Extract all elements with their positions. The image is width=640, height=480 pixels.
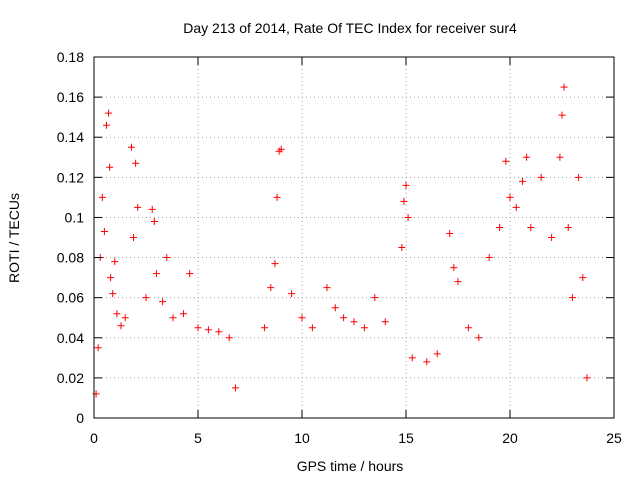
data-point: [485, 254, 493, 262]
x-tick-label: 0: [90, 430, 98, 446]
data-points: [92, 83, 591, 398]
data-point: [583, 374, 591, 382]
data-point: [454, 278, 462, 286]
data-point: [464, 324, 472, 332]
data-point: [398, 244, 406, 252]
y-tick-label: 0.16: [57, 89, 84, 105]
data-point: [102, 121, 110, 129]
data-point: [142, 294, 150, 302]
data-point: [215, 328, 223, 336]
data-point: [331, 304, 339, 312]
data-point: [132, 159, 140, 167]
data-point: [475, 334, 483, 342]
data-point: [179, 310, 187, 318]
data-point: [231, 384, 239, 392]
data-point: [298, 314, 306, 322]
data-point: [152, 270, 160, 278]
data-point: [527, 223, 535, 231]
y-tick-label: 0.1: [65, 209, 85, 225]
data-point: [506, 193, 514, 201]
data-point: [105, 109, 113, 117]
data-point: [558, 111, 566, 119]
data-point: [130, 234, 138, 241]
data-point: [400, 197, 408, 205]
data-point: [121, 314, 129, 322]
data-point: [371, 294, 379, 302]
data-point: [575, 173, 583, 181]
x-axis-label: GPS time / hours: [297, 458, 404, 474]
x-tick-label: 20: [502, 430, 518, 446]
data-point: [111, 258, 119, 266]
data-point: [150, 217, 158, 225]
data-point: [127, 143, 135, 151]
data-point: [323, 284, 331, 292]
data-point: [340, 314, 348, 322]
axis-ticks: 0 0.02 0.04 0.06 0.08 0.1 0.12 0.14 0.16 0.18 0 5 10…: [57, 49, 622, 446]
data-point: [267, 284, 275, 292]
data-point: [502, 157, 510, 165]
data-point: [433, 350, 441, 358]
data-point: [568, 294, 576, 302]
y-tick-label: 0.06: [57, 290, 84, 306]
chart-title: Day 213 of 2014, Rate Of TEC Index for r…: [183, 20, 517, 36]
data-point: [423, 358, 431, 366]
data-point: [163, 254, 171, 262]
data-point: [94, 344, 102, 352]
data-point: [518, 177, 526, 185]
data-point: [107, 274, 115, 282]
data-point: [523, 153, 531, 161]
data-point: [288, 290, 296, 298]
y-tick-label: 0.18: [57, 49, 84, 65]
data-point: [496, 223, 504, 231]
data-point: [261, 324, 269, 332]
data-point: [408, 354, 416, 362]
data-point: [548, 234, 556, 241]
data-point: [560, 83, 568, 91]
data-point: [450, 264, 458, 272]
data-point: [564, 223, 572, 231]
data-point: [579, 274, 587, 282]
data-point: [537, 173, 545, 181]
y-tick-label: 0.14: [57, 129, 84, 145]
data-point: [204, 326, 212, 334]
y-tick-label: 0.04: [57, 330, 84, 346]
data-point: [148, 205, 156, 213]
x-tick-label: 15: [398, 430, 414, 446]
y-tick-label: 0.08: [57, 250, 84, 266]
data-point: [225, 334, 233, 342]
data-point: [98, 193, 106, 201]
data-point: [446, 229, 454, 237]
y-tick-label: 0.12: [57, 169, 84, 185]
x-tick-label: 5: [194, 430, 202, 446]
data-point: [109, 290, 117, 298]
data-point: [271, 260, 279, 268]
data-point: [113, 310, 121, 318]
y-axis-label: ROTI / TECUs: [6, 193, 22, 283]
data-point: [360, 324, 368, 332]
grid-lines: [94, 57, 614, 418]
data-point: [106, 163, 114, 171]
data-point: [308, 324, 316, 332]
plot-frame: [93, 56, 615, 419]
data-point: [350, 318, 358, 326]
x-tick-label: 25: [606, 430, 622, 446]
data-point: [512, 203, 520, 211]
data-point: [194, 324, 202, 332]
data-point: [159, 298, 167, 306]
y-tick-label: 0.02: [57, 370, 84, 386]
data-point: [117, 322, 125, 330]
data-point: [169, 314, 177, 322]
y-tick-label: 0: [76, 410, 84, 426]
x-tick-label: 10: [294, 430, 310, 446]
data-point: [277, 145, 285, 153]
data-point: [381, 318, 389, 326]
data-point: [402, 181, 410, 189]
data-point: [134, 203, 142, 211]
data-point: [186, 270, 194, 278]
data-point: [100, 227, 108, 235]
data-point: [404, 213, 412, 221]
data-point: [273, 193, 281, 201]
data-point: [556, 153, 564, 161]
